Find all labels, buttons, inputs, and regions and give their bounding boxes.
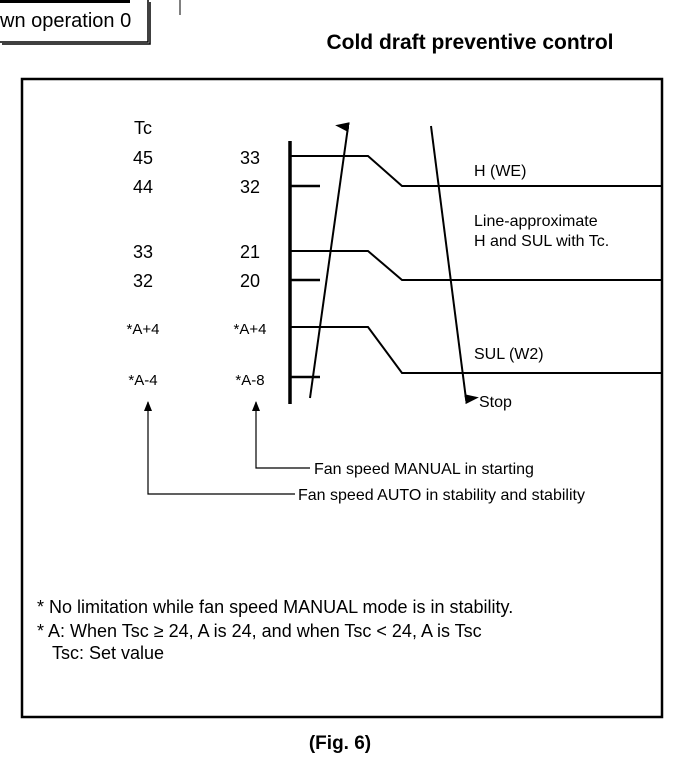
rising-arrow	[309, 122, 350, 399]
tc-value: 32	[133, 271, 153, 291]
value: 20	[240, 271, 260, 291]
callout-lines	[144, 401, 310, 495]
value: 33	[240, 148, 260, 168]
h-line	[290, 155, 662, 187]
sul-label: SUL (W2)	[474, 346, 544, 363]
value: *A+4	[234, 321, 267, 338]
previous-box-text: wn operation 0	[0, 10, 131, 32]
note: * A: When Tsc ≥ 24, A is 24, and when Ts…	[37, 621, 482, 641]
figure-caption: (Fig. 6)	[309, 733, 371, 754]
step-lines	[290, 155, 662, 379]
value: *A-8	[235, 372, 264, 389]
auto-note: Fan speed AUTO in stability and stabilit…	[298, 487, 585, 504]
tc-value: 44	[133, 177, 153, 197]
mid-line	[290, 250, 662, 281]
second-column: 33 32 21 20 *A+4 *A-8	[234, 148, 267, 389]
tc-value: *A-4	[128, 372, 157, 389]
previous-box-fragment: wn operation 0	[0, 0, 181, 45]
tc-header: Tc	[134, 118, 152, 138]
note: * No limitation while fan speed MANUAL m…	[37, 597, 513, 617]
sul-line	[290, 326, 662, 374]
value: 32	[240, 177, 260, 197]
figure-title: Cold draft preventive control	[326, 31, 613, 54]
h-label: H (WE)	[474, 163, 526, 180]
tc-value: 33	[133, 242, 153, 262]
approx-label: H and SUL with Tc.	[474, 233, 609, 250]
tc-value: 45	[133, 148, 153, 168]
manual-note: Fan speed MANUAL in starting	[314, 461, 534, 478]
value: 21	[240, 242, 260, 262]
tc-column: Tc 45 44 33 32 *A+4 *A-4	[127, 118, 160, 389]
figure-frame	[20, 77, 664, 719]
stop-label: Stop	[479, 394, 512, 411]
approx-label: Line-approximate	[474, 213, 598, 230]
tc-value: *A+4	[127, 321, 160, 338]
note: Tsc: Set value	[52, 643, 164, 663]
falling-arrow	[430, 125, 479, 405]
